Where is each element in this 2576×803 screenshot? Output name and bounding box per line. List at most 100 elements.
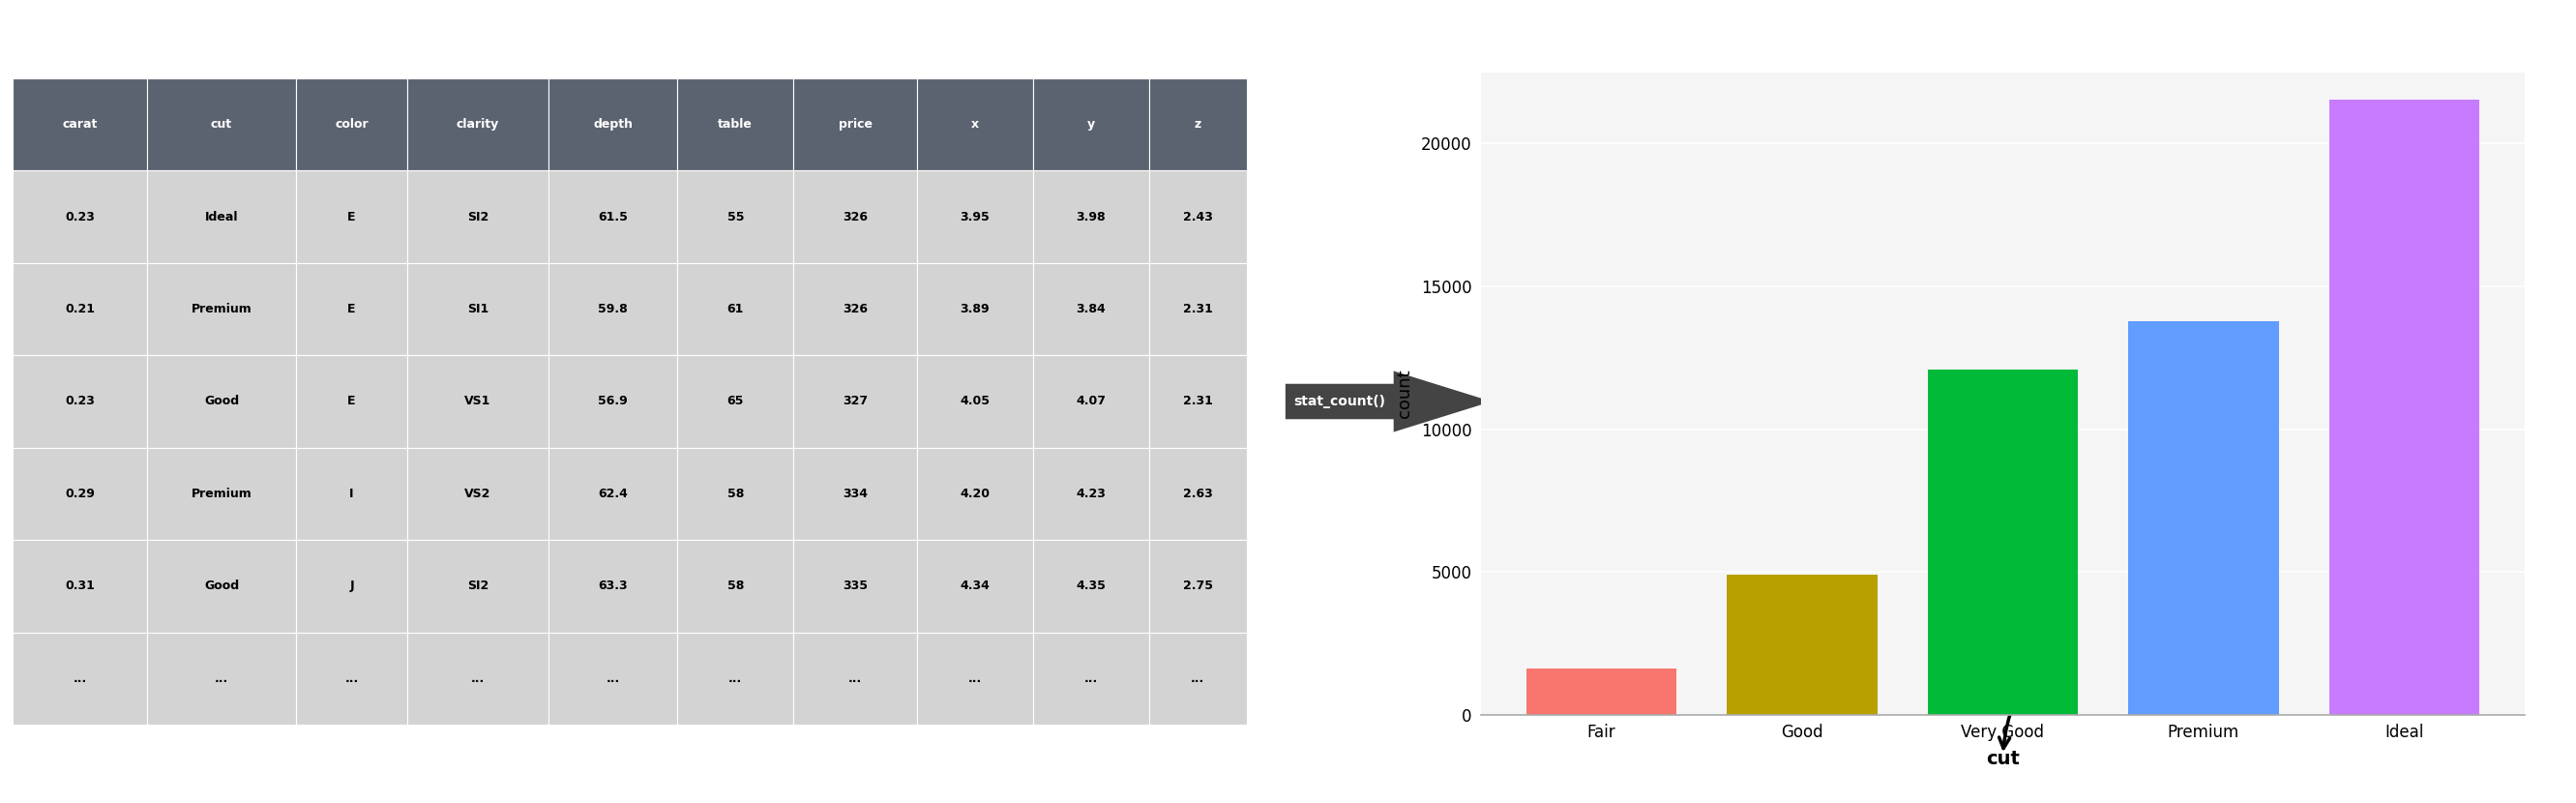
Text: 4.23: 4.23	[1077, 487, 1105, 500]
Bar	[1149, 540, 1247, 633]
Text: J: J	[350, 580, 353, 593]
Text: 334: 334	[842, 487, 868, 500]
Bar	[2128, 321, 2280, 715]
Bar	[2081, 619, 2166, 646]
Bar	[677, 447, 793, 540]
Bar	[296, 263, 407, 355]
Bar	[1522, 124, 1716, 217]
Text: E: E	[348, 395, 355, 408]
Text: 4.34: 4.34	[961, 580, 989, 593]
Text: y: y	[1087, 118, 1095, 131]
Bar	[1716, 494, 1883, 586]
Text: Very Good: Very Good	[1579, 441, 1659, 454]
Bar	[1883, 586, 2017, 679]
Bar	[1522, 402, 1716, 494]
Text: Good: Good	[1600, 349, 1638, 362]
Bar	[1522, 309, 1716, 402]
Bar	[2081, 527, 2166, 553]
Bar	[549, 78, 677, 170]
Bar	[13, 633, 147, 724]
Bar	[549, 447, 677, 540]
Bar	[1033, 633, 1149, 724]
Text: 13791: 13791	[1775, 533, 1824, 547]
Bar	[2081, 434, 2166, 461]
Bar	[1149, 170, 1247, 263]
Text: 0.31: 0.31	[64, 580, 95, 593]
Text: 58: 58	[726, 580, 744, 593]
Bar	[407, 263, 549, 355]
Bar	[296, 78, 407, 170]
Bar	[793, 633, 917, 724]
Bar	[296, 540, 407, 633]
Text: ...: ...	[605, 672, 621, 685]
Bar	[407, 633, 549, 724]
Bar	[2081, 342, 2166, 369]
Text: 1: 1	[1945, 626, 1955, 639]
Bar	[1033, 447, 1149, 540]
Bar	[1883, 217, 2017, 309]
Bar	[1522, 586, 1716, 679]
Text: 327: 327	[842, 395, 868, 408]
Bar	[407, 540, 549, 633]
Bar	[1716, 217, 1883, 309]
Bar	[147, 355, 296, 447]
Text: 3.89: 3.89	[961, 303, 989, 316]
Text: 63.3: 63.3	[598, 580, 629, 593]
Text: cut: cut	[1607, 164, 1631, 177]
Text: 1: 1	[1945, 256, 1955, 270]
Bar	[1149, 633, 1247, 724]
Text: 4.35: 4.35	[1077, 580, 1105, 593]
Bar	[13, 78, 147, 170]
Bar	[677, 170, 793, 263]
Bar	[917, 170, 1033, 263]
Bar	[407, 78, 549, 170]
Bar	[1033, 78, 1149, 170]
Text: color: color	[335, 118, 368, 131]
Bar	[13, 263, 147, 355]
Bar	[147, 447, 296, 540]
Y-axis label: count: count	[1396, 369, 1412, 418]
Text: SI2: SI2	[466, 580, 489, 593]
Bar	[1927, 369, 2079, 715]
Text: x: x	[971, 118, 979, 131]
Bar	[147, 78, 296, 170]
Bar	[147, 540, 296, 633]
Text: 4906: 4906	[1780, 349, 1819, 362]
Text: ...: ...	[848, 672, 863, 685]
Bar	[677, 633, 793, 724]
Text: 2.63: 2.63	[1182, 487, 1213, 500]
Bar	[917, 263, 1033, 355]
Text: ...: ...	[969, 672, 981, 685]
Text: 3.95: 3.95	[961, 210, 989, 223]
Bar	[917, 355, 1033, 447]
Bar	[917, 447, 1033, 540]
Text: ...: ...	[1084, 672, 1097, 685]
Text: ...: ...	[471, 672, 484, 685]
Bar	[13, 447, 147, 540]
Bar	[549, 263, 677, 355]
Text: SI2: SI2	[466, 210, 489, 223]
Text: E: E	[348, 303, 355, 316]
Bar	[917, 78, 1033, 170]
Bar	[296, 355, 407, 447]
Text: 4.05: 4.05	[961, 395, 989, 408]
Bar	[296, 447, 407, 540]
Polygon shape	[1285, 371, 1492, 432]
Text: Premium: Premium	[191, 303, 252, 316]
Bar	[147, 263, 296, 355]
Bar	[793, 355, 917, 447]
Text: 2.31: 2.31	[1182, 303, 1213, 316]
Bar	[296, 633, 407, 724]
Bar	[296, 170, 407, 263]
Bar	[793, 447, 917, 540]
Bar	[1883, 494, 2017, 586]
X-axis label: cut: cut	[1986, 749, 2020, 768]
Bar	[2081, 250, 2166, 276]
Text: clarity: clarity	[456, 118, 500, 131]
Bar	[407, 170, 549, 263]
Text: 1: 1	[1945, 533, 1955, 547]
Bar	[407, 447, 549, 540]
Text: E: E	[348, 210, 355, 223]
Text: Good: Good	[204, 580, 240, 593]
Text: 0.23: 0.23	[64, 210, 95, 223]
